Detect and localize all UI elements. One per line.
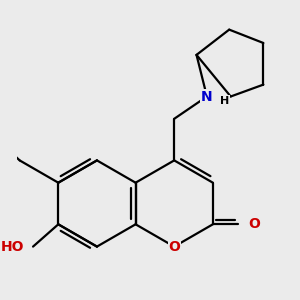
Text: O: O [168, 240, 180, 254]
Text: HO: HO [1, 240, 24, 254]
Text: O: O [248, 217, 260, 231]
Text: H: H [220, 96, 230, 106]
Text: N: N [201, 89, 213, 103]
